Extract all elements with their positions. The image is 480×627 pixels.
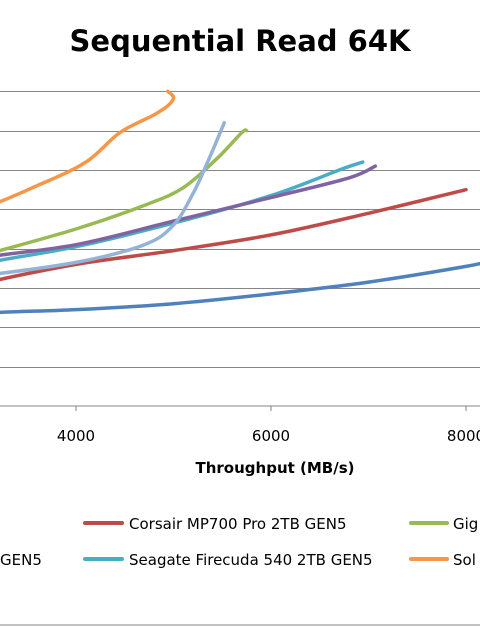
- x-tick-label-6000: 6000: [252, 427, 290, 445]
- legend-label-corsair: Corsair MP700 Pro 2TB GEN5: [129, 515, 347, 533]
- legend-label-gig: Gig: [453, 515, 478, 533]
- legend: Corsair MP700 Pro 2TB GEN5 Gig GEN5 Seag…: [0, 515, 478, 569]
- legend-label-seagate: Seagate Firecuda 540 2TB GEN5: [129, 551, 373, 569]
- series-line-2: [0, 128, 249, 253]
- legend-label-sol: Sol: [453, 551, 476, 569]
- x-tick-label-8000: 8000: [447, 427, 480, 445]
- series-line-1: [0, 187, 468, 282]
- legend-label-gen5: GEN5: [0, 551, 42, 569]
- x-axis: [0, 405, 480, 411]
- series-line-4: [0, 89, 176, 204]
- x-axis-title: Throughput (MB/s): [196, 459, 355, 477]
- x-tick-labels: 4000 6000 8000: [57, 427, 480, 445]
- chart-title: Sequential Read 64K: [70, 24, 412, 58]
- gridlines: [0, 91, 480, 368]
- series-line-5: [0, 164, 378, 257]
- x-tick-label-4000: 4000: [57, 427, 95, 445]
- series-line-7: [0, 261, 480, 315]
- series-line-6: [0, 121, 226, 276]
- series-line-3: [0, 160, 365, 262]
- plot-area: [0, 89, 480, 315]
